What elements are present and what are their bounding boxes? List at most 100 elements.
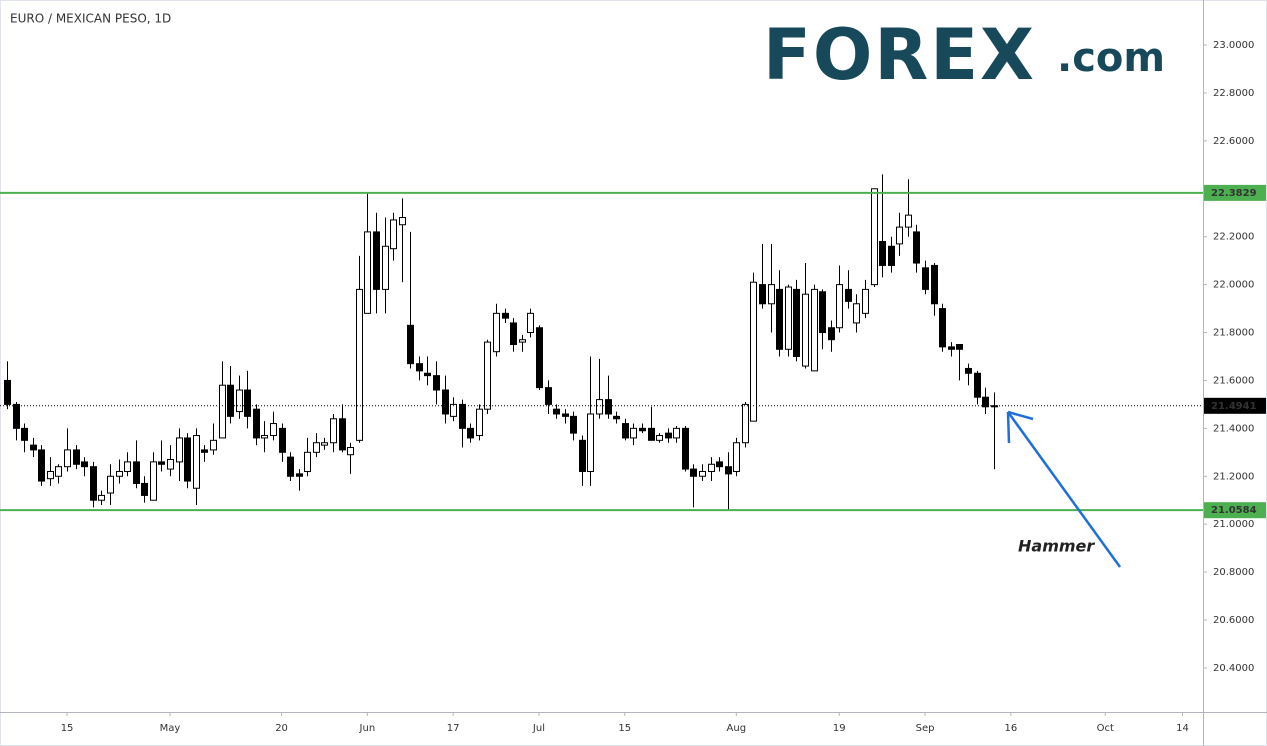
last-price-tag — [1204, 397, 1266, 414]
candle-body — [81, 461, 88, 468]
y-tick-label: 22.8000 — [1213, 88, 1254, 99]
annotation-arrow — [1006, 411, 1122, 568]
candle-body — [424, 372, 431, 377]
logo-brand: FOREX — [763, 14, 1036, 96]
candle-body — [244, 389, 251, 417]
x-tick-label: 14 — [1176, 723, 1189, 734]
candle-body — [158, 461, 165, 465]
candle-body — [819, 291, 826, 334]
candle-body — [913, 231, 920, 264]
candle-body — [64, 449, 71, 468]
candle-body — [98, 494, 105, 501]
candle-body — [871, 188, 878, 286]
candle-body — [47, 470, 54, 480]
candle-body — [828, 327, 835, 341]
candle-body — [768, 284, 775, 305]
level-label: 22.3829 — [1211, 188, 1257, 199]
candle-body — [30, 444, 37, 451]
candle-body — [982, 396, 989, 408]
candle-body — [708, 463, 715, 472]
y-tick-label: 22.6000 — [1213, 136, 1254, 147]
candle-body — [716, 461, 723, 468]
candle-body — [373, 231, 380, 290]
candle-body — [407, 324, 414, 365]
candle-body — [922, 267, 929, 290]
x-tick-label: May — [160, 723, 181, 734]
candle-body — [184, 437, 191, 482]
candle-body — [339, 418, 346, 451]
candle-body — [656, 435, 663, 441]
level-tag — [1204, 184, 1266, 201]
candle-body — [219, 384, 226, 439]
y-tick-label: 21.2000 — [1213, 471, 1254, 482]
y-tick-label: 20.4000 — [1213, 663, 1254, 674]
candle-body — [536, 327, 543, 389]
candle-body — [313, 442, 320, 453]
candle-body — [673, 427, 680, 439]
candle-body — [690, 468, 697, 477]
candle-body — [493, 312, 500, 353]
candle-body — [639, 427, 646, 432]
y-tick-label: 20.8000 — [1213, 567, 1254, 578]
candle-body — [287, 456, 294, 477]
x-tick-label: Aug — [727, 723, 747, 734]
candle-body — [776, 288, 783, 350]
x-tick-label: 19 — [833, 723, 846, 734]
candle-body — [948, 346, 955, 350]
candle-body — [553, 408, 560, 415]
candle-body — [356, 288, 363, 441]
candle-body — [648, 427, 655, 441]
y-tick-label: 21.6000 — [1213, 375, 1254, 386]
candle-body — [347, 447, 354, 456]
y-tick-label: 22.0000 — [1213, 280, 1254, 291]
x-tick-label: 20 — [275, 723, 288, 734]
candle-body — [750, 281, 757, 422]
candle-body — [442, 389, 449, 415]
candle-body — [862, 288, 869, 314]
candle-body — [931, 264, 938, 305]
candle-body — [201, 449, 208, 453]
candle-body — [793, 288, 800, 357]
y-tick-label: 22.2000 — [1213, 232, 1254, 243]
candle-body — [210, 439, 217, 451]
candle-body — [622, 423, 629, 439]
candle-body — [279, 427, 286, 453]
candle-body — [73, 449, 80, 465]
candle-body — [227, 384, 234, 417]
candle-body — [236, 389, 243, 413]
candle-body — [613, 415, 620, 420]
candle-body — [888, 245, 895, 266]
candle-body — [261, 435, 268, 439]
candle-body — [811, 288, 818, 372]
candle-body — [965, 367, 972, 374]
candle-body — [785, 286, 792, 350]
candle-body — [141, 482, 148, 496]
candle-body — [527, 312, 534, 334]
plot-area — [4, 174, 998, 510]
candle-body — [176, 437, 183, 463]
candle-body — [579, 439, 586, 472]
candle-body — [4, 379, 11, 405]
candle-body — [90, 466, 97, 501]
candle-body — [905, 214, 912, 228]
candle-body — [38, 449, 45, 482]
candle-body — [107, 475, 114, 494]
candle-body — [974, 372, 981, 398]
candle-body — [733, 442, 740, 472]
candle-body — [665, 432, 672, 439]
level-label: 21.0584 — [1211, 505, 1257, 516]
candle-body — [433, 375, 440, 391]
candle-body — [467, 427, 474, 439]
annotation-arrowhead — [1006, 411, 1011, 444]
candle-body — [545, 387, 552, 405]
candle-body — [510, 322, 517, 346]
logo-suffix: .com — [1057, 35, 1165, 81]
candle-body — [330, 418, 337, 444]
candle-body — [853, 303, 860, 324]
x-tick-label: 16 — [1004, 723, 1017, 734]
candle-body — [699, 470, 706, 477]
x-tick-label: Oct — [1097, 723, 1114, 734]
last-price-label: 21.4941 — [1211, 401, 1257, 412]
candle-body — [570, 415, 577, 434]
